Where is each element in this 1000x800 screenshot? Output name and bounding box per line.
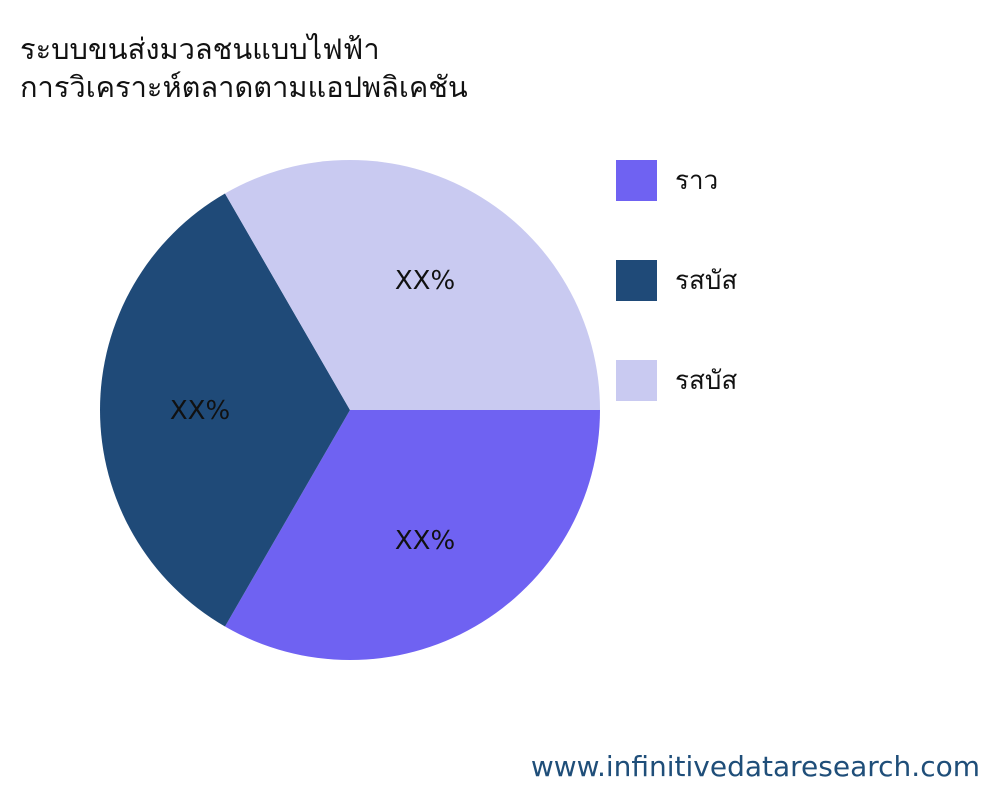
legend-item-2: รสบัส (616, 360, 737, 401)
legend-swatch (616, 160, 657, 201)
title-line-2: การวิเคราะห์ตลาดตามแอปพลิเคชัน (20, 70, 468, 104)
slice-label-0: XX% (395, 526, 455, 556)
legend-label: รสบัส (675, 266, 738, 296)
pie-slice-0 (225, 410, 600, 660)
legend-item-1: รสบัส (616, 260, 737, 301)
title-line-1: ระบบขนส่งมวลชนแบบไฟฟ้า (20, 32, 380, 66)
footer-url[interactable]: www.infinitivedataresearch.com (530, 750, 980, 783)
legend-label: รสบัส (675, 366, 738, 396)
legend-item-0: ราว (616, 160, 718, 201)
pie-slice-2 (225, 160, 600, 410)
legend-label: ราว (675, 166, 719, 196)
legend-swatch (616, 260, 657, 301)
chart-title: ระบบขนส่งมวลชนแบบไฟฟ้า การวิเคราะห์ตลาดต… (20, 30, 468, 106)
slice-label-1: XX% (170, 396, 230, 426)
legend-swatch (616, 360, 657, 401)
slice-label-2: XX% (395, 266, 455, 296)
